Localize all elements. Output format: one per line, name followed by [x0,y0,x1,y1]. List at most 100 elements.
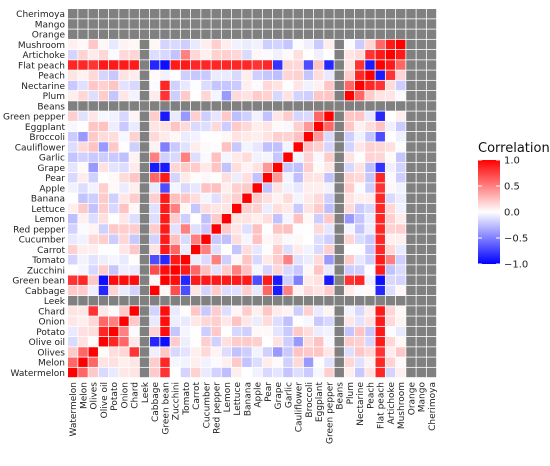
heatmap-cell [365,265,375,275]
heatmap-cell [160,337,170,347]
heatmap-cell [283,326,293,337]
heatmap-cell [314,60,324,70]
heatmap-cell [355,39,365,50]
heatmap-cell [252,60,262,70]
heatmap-cell [375,275,385,285]
heatmap-cell [88,101,98,111]
heatmap-cell [416,39,426,50]
x-tick-label: Flat peach [377,382,387,429]
heatmap-cell [119,152,129,162]
heatmap-cell [201,193,211,203]
heatmap-cell [303,80,314,91]
heatmap-cell [139,234,150,244]
heatmap-cell [314,224,324,234]
heatmap-cell [129,9,139,19]
heatmap-cell [303,306,314,316]
heatmap-cell [221,183,232,193]
heatmap-cell [426,183,437,193]
heatmap-cell [375,152,385,162]
heatmap-cell [109,367,119,378]
heatmap-cell [324,60,334,70]
heatmap-cell [252,91,262,101]
heatmap-cell [109,203,119,214]
heatmap-cell [150,142,160,152]
x-tick-label: Olive oil [100,382,110,418]
heatmap-cell [324,101,334,111]
heatmap-cell [385,337,396,347]
heatmap-cell [385,29,396,39]
heatmap-cell [385,162,396,173]
heatmap-cell [355,234,365,244]
heatmap-cell [334,306,344,316]
heatmap-cell [191,111,201,121]
heatmap-cell [109,111,119,121]
heatmap-cell [293,183,303,193]
heatmap-cell [211,9,221,19]
heatmap-cell [170,183,180,193]
heatmap-cell [416,347,426,357]
heatmap-cell [283,111,293,121]
x-tick-label: Cauliflower [295,382,305,433]
heatmap-cell [180,173,191,183]
heatmap-cell [221,60,232,70]
heatmap-cell [119,121,129,132]
heatmap-cell [273,19,283,29]
y-tick-label: Lemon [35,215,65,225]
heatmap-cell [98,142,109,152]
heatmap-cell [68,306,78,316]
heatmap-cell [180,91,191,101]
heatmap-cell [416,214,426,224]
heatmap-cell [303,193,314,203]
heatmap-cell [262,193,273,203]
x-tick-label: Melon [79,382,89,409]
heatmap-cell [78,152,88,162]
heatmap-cell [242,203,252,214]
heatmap-cell [242,91,252,101]
heatmap-cell [139,152,150,162]
x-tick-label: Onion [120,382,130,409]
heatmap-cell [355,214,365,224]
heatmap-cell [396,152,406,162]
heatmap-cell [396,39,406,50]
heatmap-cell [88,193,98,203]
heatmap-cell [211,193,221,203]
heatmap-cell [396,19,406,29]
heatmap-cell [324,214,334,224]
heatmap-cell [232,19,242,29]
heatmap-cell [324,111,334,121]
heatmap-cell [119,162,129,173]
heatmap-cell [314,367,324,378]
heatmap-cell [119,326,129,337]
heatmap-cell [170,162,180,173]
heatmap-cell [385,357,396,367]
heatmap-cell [406,337,416,347]
heatmap-cell [396,80,406,91]
heatmap-cell [129,39,139,50]
y-tick-label: Mango [35,20,66,30]
x-tick-label: Lemon [223,382,233,412]
heatmap-cell [375,367,385,378]
heatmap-cell [170,173,180,183]
heatmap-cell [283,9,293,19]
heatmap-cell [314,265,324,275]
heatmap-cell [426,111,437,121]
heatmap-cell [262,275,273,285]
heatmap-cell [293,357,303,367]
heatmap-cell [406,142,416,152]
heatmap-cell [344,357,355,367]
heatmap-cell [232,173,242,183]
heatmap-cell [191,244,201,255]
x-tick-label: Grape [274,382,284,410]
heatmap-cell [385,91,396,101]
heatmap-cell [68,214,78,224]
heatmap-cell [88,285,98,296]
heatmap-cell [180,265,191,275]
heatmap-cell [396,132,406,142]
heatmap-cell [150,70,160,80]
heatmap-cell [344,347,355,357]
heatmap-cell [232,224,242,234]
heatmap-cell [262,162,273,173]
heatmap-cell [273,203,283,214]
heatmap-cell [406,326,416,337]
heatmap-cell [119,50,129,60]
